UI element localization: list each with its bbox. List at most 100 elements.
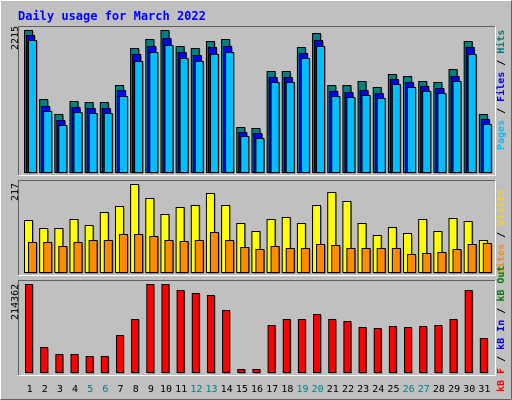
pages-bar bbox=[270, 82, 280, 173]
pages-bar bbox=[331, 96, 341, 173]
day-label: 11 bbox=[175, 384, 187, 395]
sites-bar bbox=[149, 236, 159, 273]
pages-bar bbox=[164, 45, 174, 173]
pages-bar bbox=[391, 84, 401, 173]
kbf-bar bbox=[297, 319, 306, 373]
kbf-bar bbox=[191, 293, 200, 373]
pages-bar bbox=[209, 54, 219, 173]
pages-bar bbox=[376, 98, 386, 173]
pages-bar bbox=[225, 52, 235, 173]
kbf-bar bbox=[479, 338, 488, 373]
sites-bar bbox=[285, 248, 295, 273]
sites-bar bbox=[467, 244, 477, 273]
sites-bar bbox=[164, 240, 174, 273]
pages-bar bbox=[346, 97, 356, 173]
sites-bar bbox=[88, 240, 98, 273]
sites-bar bbox=[361, 248, 371, 273]
sites-bar bbox=[331, 245, 341, 273]
kbf-bar bbox=[464, 290, 473, 373]
sites-bar bbox=[179, 241, 189, 273]
day-label: 12 bbox=[190, 384, 202, 395]
legend-entry: / bbox=[496, 226, 507, 244]
sites-bar bbox=[118, 234, 128, 273]
pages-bar bbox=[361, 95, 371, 173]
legend-entry: Hits bbox=[495, 30, 507, 54]
hits-max-label: 2215 bbox=[10, 26, 21, 50]
panel-background bbox=[18, 280, 496, 376]
day-label: 10 bbox=[160, 384, 172, 395]
kbf-bar bbox=[419, 326, 428, 373]
kbf-bar bbox=[85, 356, 94, 373]
pages-bar bbox=[240, 136, 250, 173]
sites-bar bbox=[103, 240, 113, 273]
sites-bar bbox=[255, 249, 265, 273]
kbf-bar bbox=[25, 284, 33, 373]
sites-bar bbox=[43, 242, 53, 273]
pages-bar bbox=[103, 113, 113, 173]
kbf-bar bbox=[237, 369, 246, 373]
sites-bar bbox=[240, 247, 250, 273]
sites-bar bbox=[209, 232, 219, 273]
pages-bar bbox=[300, 58, 310, 173]
sites-bar bbox=[134, 234, 144, 273]
day-label: 20 bbox=[312, 384, 324, 395]
pages-bar bbox=[467, 54, 477, 173]
pages-bar bbox=[422, 91, 432, 173]
legend-entry: / bbox=[496, 102, 507, 120]
sites-bar bbox=[316, 244, 326, 273]
sites-bar bbox=[73, 242, 83, 273]
pages-bar bbox=[482, 124, 492, 173]
pages-bar bbox=[437, 93, 447, 173]
visits-max-label: 217 bbox=[10, 183, 21, 201]
day-axis-labels: 1 2 3 4 5 6 7 8 9 10 11 12 13 14 15 16 17 18 19 20 21 22 23 24 2… bbox=[27, 384, 491, 395]
day-label: 1 bbox=[27, 384, 33, 395]
pages-bar bbox=[285, 82, 295, 173]
kbf-bar bbox=[373, 328, 382, 373]
legend-hits-files-pages: Pages / Files / Hits bbox=[495, 30, 507, 150]
sites-bar bbox=[28, 242, 37, 273]
day-label: 21 bbox=[327, 384, 339, 395]
kbf-bar bbox=[252, 369, 261, 373]
legend-entry: kB Out bbox=[496, 266, 507, 302]
day-label: 9 bbox=[148, 384, 154, 395]
day-label: 22 bbox=[342, 384, 354, 395]
day-label: 5 bbox=[87, 384, 93, 395]
kbf-bar bbox=[176, 290, 185, 373]
pages-bar bbox=[452, 81, 462, 173]
kbf-bar bbox=[146, 284, 155, 373]
kbf-bar bbox=[313, 314, 322, 373]
day-label: 25 bbox=[387, 384, 399, 395]
kbf-bar bbox=[222, 310, 231, 373]
legend-entry: / bbox=[496, 302, 507, 320]
legend-entry: Sites bbox=[495, 244, 507, 274]
legend-entry: / bbox=[496, 350, 507, 368]
day-label: 27 bbox=[418, 384, 430, 395]
sites-bar bbox=[437, 252, 447, 273]
kbf-bar bbox=[328, 319, 337, 373]
day-label: 17 bbox=[266, 384, 278, 395]
day-label: 3 bbox=[57, 384, 63, 395]
pages-bar bbox=[149, 52, 159, 173]
day-label: 13 bbox=[205, 384, 217, 395]
sites-bar bbox=[482, 243, 492, 273]
sites-bar bbox=[300, 248, 310, 273]
day-label: 29 bbox=[448, 384, 460, 395]
day-label: 16 bbox=[251, 384, 263, 395]
sites-bar bbox=[376, 248, 386, 273]
day-label: 18 bbox=[281, 384, 293, 395]
legend-entry: / bbox=[496, 54, 507, 72]
day-label: 24 bbox=[372, 384, 384, 395]
kbf-bar bbox=[282, 319, 291, 373]
pages-bar bbox=[43, 111, 53, 173]
pages-bar bbox=[255, 138, 265, 173]
kbf-bar bbox=[358, 327, 367, 373]
day-label: 14 bbox=[221, 384, 233, 395]
kbf-bar bbox=[343, 321, 352, 373]
day-label: 23 bbox=[357, 384, 369, 395]
sites-bar bbox=[225, 240, 235, 273]
kbf-bar bbox=[434, 325, 443, 373]
sites-bar bbox=[407, 254, 417, 273]
visits-sites-panel bbox=[18, 180, 496, 276]
